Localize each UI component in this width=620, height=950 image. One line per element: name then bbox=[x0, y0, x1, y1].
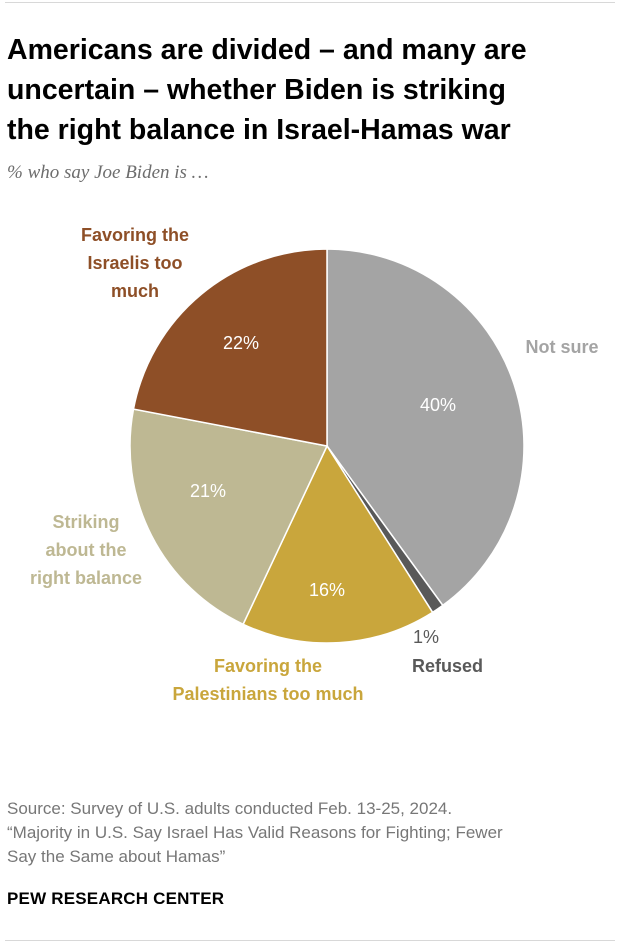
brand-logo-text: PEW RESEARCH CENTER bbox=[7, 889, 225, 908]
bottom-divider bbox=[5, 940, 615, 941]
pie-slice-not-sure bbox=[326, 248, 525, 607]
pie-slice-striking-about-the-right-balance bbox=[129, 408, 329, 626]
pie-category-label: Favoring the Israelis too much bbox=[81, 225, 189, 301]
pie-slice-favoring-the-israelis-too-much bbox=[132, 248, 328, 447]
pie-category-label: Not sure bbox=[525, 337, 598, 357]
pie-percent-label: 16% bbox=[309, 580, 345, 600]
chart-subtitle: % who say Joe Biden is … bbox=[7, 162, 209, 183]
pie-category-labels: Not sure Refused Favoring the Palestinians … bbox=[30, 225, 599, 704]
pie-percent-label: 21% bbox=[190, 481, 226, 501]
pie-percent-labels: 40% 1% 16% 21% 22% bbox=[190, 333, 456, 647]
pie-percent-label: 40% bbox=[420, 395, 456, 415]
pie-category-label: Favoring the Palestinians too much bbox=[172, 656, 363, 704]
pie-category-label: Striking about the right balance bbox=[30, 512, 142, 588]
pie-percent-label: 1% bbox=[413, 627, 439, 647]
pie-slices bbox=[129, 248, 525, 644]
top-divider bbox=[5, 2, 615, 3]
pie-slice-favoring-the-palestinians-too-much bbox=[242, 444, 434, 644]
pie-percent-label: 22% bbox=[223, 333, 259, 353]
pie-category-label: Refused bbox=[412, 656, 483, 676]
chart-title: Americans are divided – and many are unc… bbox=[7, 34, 527, 146]
source-note: Source: Survey of U.S. adults conducted … bbox=[7, 799, 503, 866]
